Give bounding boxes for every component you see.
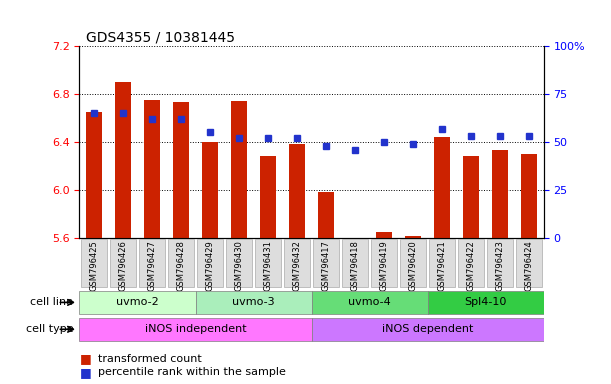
Bar (463, 156, 479, 238)
Text: GSM796422: GSM796422 (467, 240, 476, 291)
Text: GSM796425: GSM796425 (89, 240, 98, 291)
Text: GSM796423: GSM796423 (496, 240, 505, 291)
FancyBboxPatch shape (139, 239, 165, 287)
Text: GSM796419: GSM796419 (379, 240, 389, 291)
Text: GSM796431: GSM796431 (263, 240, 273, 291)
Bar (434, 137, 450, 238)
Bar (202, 142, 218, 238)
FancyBboxPatch shape (428, 291, 544, 314)
Bar (521, 154, 537, 238)
Bar (405, 236, 421, 238)
FancyBboxPatch shape (110, 239, 136, 287)
Text: GSM796428: GSM796428 (177, 240, 186, 291)
Text: percentile rank within the sample: percentile rank within the sample (98, 367, 285, 377)
FancyBboxPatch shape (312, 318, 544, 341)
Text: GSM796417: GSM796417 (321, 240, 331, 291)
FancyBboxPatch shape (255, 239, 281, 287)
FancyBboxPatch shape (81, 239, 107, 287)
Bar (376, 232, 392, 238)
Text: transformed count: transformed count (98, 354, 202, 364)
Text: GSM796429: GSM796429 (205, 240, 214, 291)
FancyBboxPatch shape (168, 239, 194, 287)
Bar (492, 151, 508, 238)
Text: GSM796420: GSM796420 (409, 240, 418, 291)
Text: GDS4355 / 10381445: GDS4355 / 10381445 (86, 30, 235, 44)
Text: Spl4-10: Spl4-10 (464, 297, 507, 308)
Bar (115, 82, 131, 238)
Text: iNOS independent: iNOS independent (145, 324, 246, 334)
Text: GSM796421: GSM796421 (437, 240, 447, 291)
Text: ■: ■ (79, 366, 91, 379)
Bar (289, 144, 305, 238)
Text: GSM796430: GSM796430 (235, 240, 244, 291)
Bar (173, 103, 189, 238)
Text: GSM796424: GSM796424 (525, 240, 534, 291)
Bar (260, 156, 276, 238)
Bar (144, 100, 160, 238)
Text: uvmo-2: uvmo-2 (116, 297, 159, 308)
Text: GSM796432: GSM796432 (293, 240, 302, 291)
FancyBboxPatch shape (458, 239, 485, 287)
FancyBboxPatch shape (371, 239, 397, 287)
FancyBboxPatch shape (487, 239, 513, 287)
Text: GSM796418: GSM796418 (351, 240, 360, 291)
Text: cell line: cell line (31, 297, 73, 308)
FancyBboxPatch shape (197, 239, 223, 287)
FancyBboxPatch shape (79, 291, 196, 314)
Bar (318, 192, 334, 238)
FancyBboxPatch shape (313, 239, 339, 287)
Bar (231, 101, 247, 238)
FancyBboxPatch shape (400, 239, 426, 287)
Text: iNOS dependent: iNOS dependent (382, 324, 474, 334)
Text: uvmo-3: uvmo-3 (232, 297, 275, 308)
FancyBboxPatch shape (312, 291, 428, 314)
Bar (86, 112, 102, 238)
FancyBboxPatch shape (226, 239, 252, 287)
FancyBboxPatch shape (79, 318, 312, 341)
FancyBboxPatch shape (196, 291, 312, 314)
FancyBboxPatch shape (516, 239, 543, 287)
Text: ■: ■ (79, 353, 91, 366)
FancyBboxPatch shape (342, 239, 368, 287)
Text: uvmo-4: uvmo-4 (348, 297, 391, 308)
Text: GSM796426: GSM796426 (119, 240, 128, 291)
Text: cell type: cell type (26, 324, 73, 334)
Text: GSM796427: GSM796427 (147, 240, 156, 291)
FancyBboxPatch shape (284, 239, 310, 287)
FancyBboxPatch shape (429, 239, 455, 287)
